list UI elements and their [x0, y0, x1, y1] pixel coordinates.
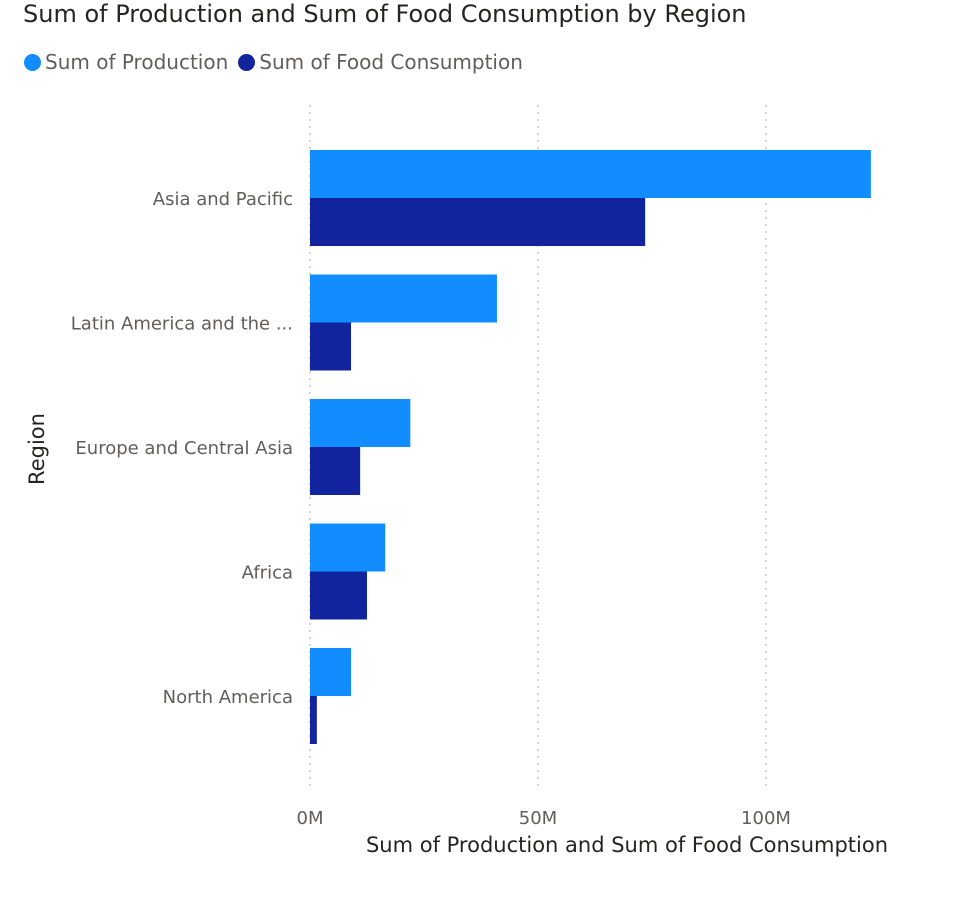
bars: [310, 150, 871, 744]
x-axis-title: Sum of Production and Sum of Food Consum…: [366, 833, 888, 857]
bar-food-consumption-2[interactable]: [310, 447, 361, 495]
y-category-label-2: Europe and Central Asia: [75, 438, 293, 459]
legend-dot-food-consumption: [238, 53, 256, 71]
chart-title: Sum of Production and Sum of Food Consum…: [23, 0, 747, 28]
y-axis-title: Region: [25, 413, 49, 485]
bar-production-3[interactable]: [310, 523, 386, 572]
legend: Sum of Production Sum of Food Consumptio…: [24, 50, 533, 74]
legend-label-production: Sum of Production: [45, 50, 229, 74]
bar-production-0[interactable]: [310, 150, 871, 198]
legend-label-food-consumption: Sum of Food Consumption: [259, 50, 523, 74]
legend-item-food-consumption[interactable]: Sum of Food Consumption: [238, 50, 523, 74]
bar-production-1[interactable]: [310, 274, 497, 323]
bar-food-consumption-3[interactable]: [310, 571, 367, 620]
legend-item-production[interactable]: Sum of Production: [24, 50, 228, 74]
x-tick-label-0: 0M: [297, 808, 324, 829]
y-category-label-0: Asia and Pacific: [153, 189, 293, 210]
y-category-label-4: North America: [163, 687, 293, 708]
legend-dot-production: [24, 53, 41, 71]
bar-food-consumption-1[interactable]: [310, 322, 352, 371]
bar-production-4[interactable]: [310, 648, 352, 696]
x-tick-label-1: 50M: [519, 808, 557, 829]
y-category-label-3: Africa: [242, 563, 293, 584]
bar-production-2[interactable]: [310, 399, 411, 447]
bar-food-consumption-0[interactable]: [310, 198, 646, 246]
axis-labels: 0M 50M 100M Asia and Pacific Latin America a…: [71, 189, 791, 829]
y-category-label-1: Latin America and the ...: [71, 314, 293, 335]
x-tick-label-2: 100M: [741, 808, 791, 829]
bar-food-consumption-4[interactable]: [310, 696, 317, 744]
